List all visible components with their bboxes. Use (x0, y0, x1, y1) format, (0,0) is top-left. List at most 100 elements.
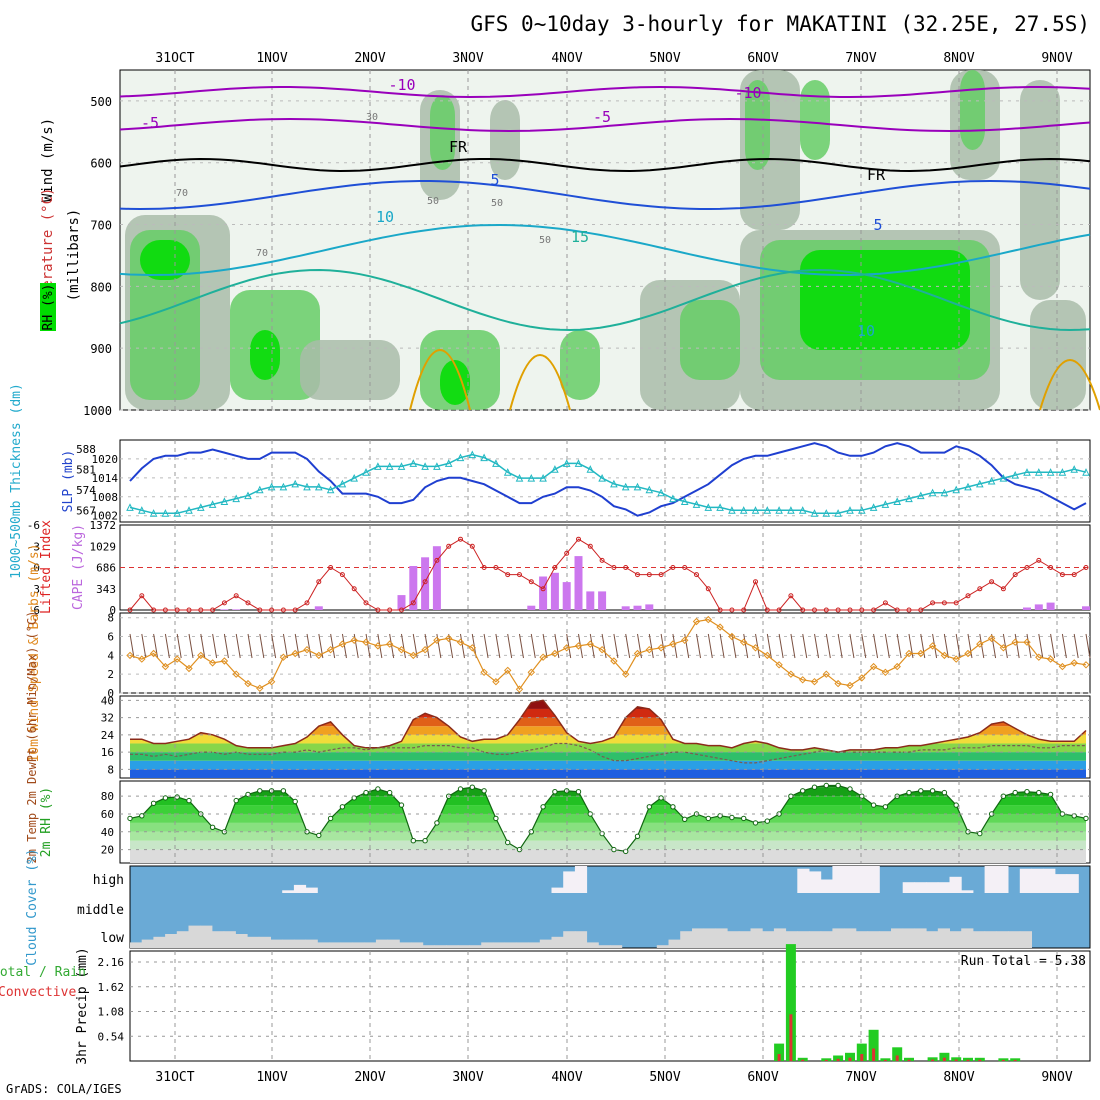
cape-bar (562, 582, 571, 610)
temp-tick-label: 32 (101, 712, 114, 725)
thickness-marker (185, 506, 193, 514)
precip-total-bar (951, 1057, 962, 1061)
rh-marker (575, 789, 582, 795)
rh-marker (209, 824, 216, 830)
cloud-cover-bar (961, 928, 974, 948)
slp-axis-label: SLP (mb) (61, 450, 76, 513)
cloud-cover-bar (434, 945, 447, 948)
rh-marker (540, 804, 546, 810)
precip-convective-bar (883, 1059, 887, 1061)
cloud-cover-bar (212, 931, 225, 948)
wind-speed-marker (539, 653, 547, 661)
temperature-contour-label: -5 (593, 108, 611, 126)
wind-barb (1085, 633, 1091, 659)
thickness-marker (834, 509, 842, 517)
wind-barb (129, 633, 135, 659)
thickness-marker (444, 459, 453, 467)
cloud-cover-bar (551, 887, 564, 893)
wind-speed-marker (598, 645, 606, 654)
rh-marker (422, 838, 428, 844)
wind-speed-marker (338, 640, 347, 648)
thickness-marker (350, 473, 359, 482)
wind-speed-marker (952, 655, 960, 663)
wind-barb (141, 633, 147, 659)
lifted-index-marker (505, 572, 511, 578)
rh-marker (682, 816, 688, 822)
thickness-marker (1082, 468, 1090, 476)
cloud-cover-bar (469, 945, 482, 948)
cloud-cover-bar (820, 879, 833, 893)
wind-speed-marker (633, 649, 642, 658)
thickness-marker (798, 506, 807, 514)
wind-speed-marker (244, 679, 252, 688)
wind-speed-marker (1058, 662, 1067, 671)
cloud-cover-bar (504, 942, 517, 948)
lifted-index-marker (1000, 586, 1006, 592)
li-cape-ticks: -6 -3 0 3 6 0 343 686 1029 1372 (27, 519, 116, 617)
wind-speed-marker (350, 636, 358, 645)
rh-marker (139, 813, 145, 819)
lifted-index-marker (387, 607, 393, 613)
thickness-marker (208, 500, 217, 508)
temp-tick-label: 24 (101, 729, 115, 742)
wind-speed-marker (551, 649, 559, 658)
wind-speed-marker (385, 640, 394, 648)
precip-convective-bar (966, 1059, 970, 1061)
temp-tick-label: 16 (101, 746, 114, 759)
lifted-index-marker (717, 607, 723, 613)
rh-shade-region (680, 300, 740, 380)
rh-shade-region (1030, 300, 1086, 410)
wind-barb (518, 633, 524, 659)
lifted-index-marker (564, 550, 570, 556)
wind-speed-marker (964, 649, 972, 658)
cape-bar (397, 595, 406, 610)
temperature-contour-label: 10 (857, 322, 875, 340)
rh-marker (162, 795, 169, 801)
wind-barb (271, 633, 277, 659)
rh-marker (800, 788, 806, 794)
lifted-index-marker (540, 586, 546, 592)
cloud-cover-bar (282, 890, 295, 893)
rh-contour-label: 70 (256, 248, 268, 259)
precip-tick-label: 1.62 (98, 981, 125, 994)
date-label-bottom: 7NOV (845, 1070, 876, 1085)
cross-section-ylabel-wind: Wind (m/s) (40, 118, 56, 202)
cross-section-panel: -10 -5 FR 5 10 15 -10 -5 FR 5 10 30 50 50 70 70 50 500 60… (40, 69, 1100, 418)
lifted-index-tick-label: 6 (33, 604, 40, 617)
lifted-index-marker (894, 607, 900, 613)
lifted-index-marker (186, 607, 192, 613)
cloud-cover-bar (984, 866, 997, 893)
wind-speed-marker (905, 649, 913, 658)
lifted-index-marker (328, 565, 334, 570)
cloud-cover-bar (984, 931, 997, 948)
wind-speed-marker (739, 638, 748, 646)
thickness-marker (1058, 468, 1067, 476)
wind-barb (719, 633, 725, 659)
wind-barb (601, 633, 607, 659)
wind-barb (814, 633, 820, 659)
cloud-cover-bar (972, 931, 986, 948)
wind-speed-marker (1023, 638, 1031, 646)
wind-barb (696, 633, 702, 659)
lifted-index-marker (930, 600, 936, 606)
cloud-cover-bar (282, 939, 295, 948)
thickness-marker (1046, 468, 1055, 476)
cape-bar (550, 572, 559, 610)
slp-tick-label: 1008 (92, 491, 119, 504)
lifted-index-marker (304, 600, 310, 606)
cape-bar (409, 566, 418, 610)
lifted-index-marker (127, 607, 133, 613)
wind-barb (566, 633, 572, 659)
thickness-marker (751, 506, 760, 514)
rh-marker (1059, 811, 1066, 817)
thickness-marker (704, 503, 713, 511)
lifted-index-marker (162, 607, 168, 613)
cloud-cover-bar (1043, 868, 1056, 893)
rh-color-chip (40, 283, 56, 331)
wind-barb (589, 633, 595, 659)
rh-contour-label: 70 (176, 188, 188, 199)
cape-bar (539, 576, 548, 610)
lifted-index-marker (729, 607, 735, 613)
rh-marker (953, 802, 959, 808)
